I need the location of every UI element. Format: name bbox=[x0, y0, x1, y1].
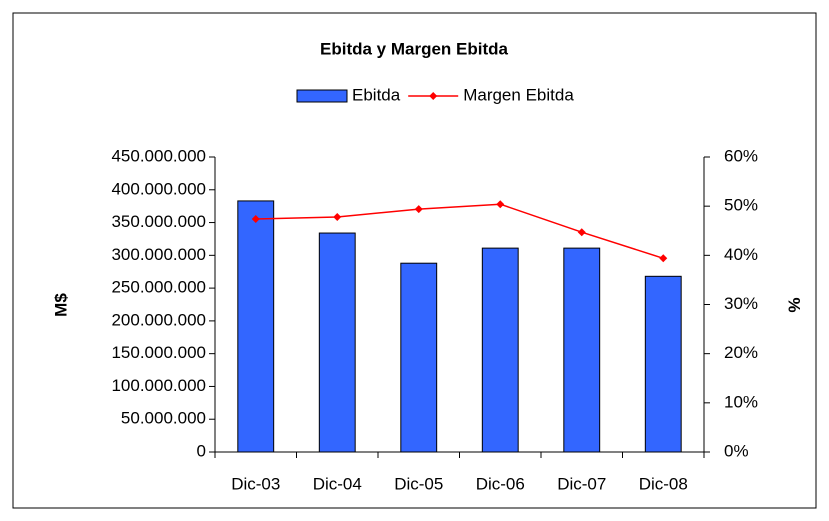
x-tick-label: Dic-06 bbox=[476, 474, 525, 493]
y2-axis-title: % bbox=[785, 297, 804, 312]
legend-label: Ebitda bbox=[352, 85, 401, 104]
chart-title: Ebitda y Margen Ebitda bbox=[320, 39, 509, 58]
line-marker bbox=[333, 212, 342, 221]
y2-tick-label: 10% bbox=[724, 392, 758, 411]
line-marker bbox=[577, 228, 586, 237]
bar bbox=[563, 247, 601, 453]
y-tick-label: 0 bbox=[197, 441, 206, 460]
x-tick-label: Dic-04 bbox=[313, 474, 362, 493]
line-marker bbox=[496, 200, 505, 209]
y-tick-label: 100.000.000 bbox=[111, 376, 206, 395]
bar bbox=[481, 247, 519, 453]
y2-tick-label: 20% bbox=[724, 343, 758, 362]
line-marker bbox=[414, 205, 423, 214]
x-tick-label: Dic-08 bbox=[639, 474, 688, 493]
y2-tick-label: 50% bbox=[724, 196, 758, 215]
y-tick-label: 400.000.000 bbox=[111, 179, 206, 198]
y-axis-title: M$ bbox=[51, 293, 70, 317]
legend-swatch bbox=[296, 89, 348, 103]
legend-label: Margen Ebitda bbox=[463, 85, 574, 104]
x-tick-label: Dic-07 bbox=[557, 474, 606, 493]
y2-tick-label: 40% bbox=[724, 245, 758, 264]
bar bbox=[237, 200, 275, 453]
y-tick-label: 450.000.000 bbox=[111, 146, 206, 165]
y2-tick-label: 60% bbox=[724, 146, 758, 165]
bar bbox=[318, 232, 356, 453]
y-tick-label: 250.000.000 bbox=[111, 278, 206, 297]
y2-tick-label: 30% bbox=[724, 294, 758, 313]
bar bbox=[644, 275, 682, 453]
y-tick-label: 50.000.000 bbox=[121, 409, 206, 428]
bar bbox=[400, 262, 438, 453]
x-tick-label: Dic-05 bbox=[394, 474, 443, 493]
y-tick-label: 300.000.000 bbox=[111, 245, 206, 264]
y-tick-label: 350.000.000 bbox=[111, 212, 206, 231]
line bbox=[255, 203, 664, 259]
y2-tick-label: 0% bbox=[724, 441, 749, 460]
y-tick-label: 150.000.000 bbox=[111, 343, 206, 362]
y-tick-label: 200.000.000 bbox=[111, 310, 206, 329]
line-marker bbox=[659, 254, 668, 263]
line-marker bbox=[251, 214, 260, 223]
legend-marker bbox=[429, 92, 438, 100]
x-tick-label: Dic-03 bbox=[231, 474, 280, 493]
